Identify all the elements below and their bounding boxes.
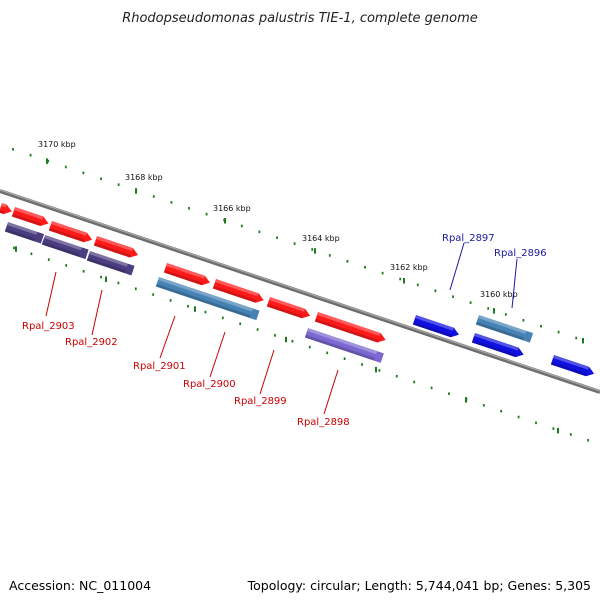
genome-summary-text: Topology: circular; Length: 5,744,041 bp… — [247, 578, 591, 593]
label-leader-line — [159, 315, 176, 359]
gene-rpal-2902 — [48, 221, 93, 243]
gene-rpal-2902b — [93, 236, 139, 258]
gene-steel-1 — [155, 277, 260, 321]
gene-purple-2 — [41, 235, 89, 260]
gene-rpal-2896 — [475, 315, 534, 343]
gene-label-leaders — [45, 242, 518, 415]
map-title: Rhodopseudomonas palustris TIE-1, comple… — [122, 11, 478, 26]
accession-text: Accession: NC_011004 — [9, 578, 152, 593]
gene-rpal-2898 — [314, 312, 386, 343]
gene-labels: Rpal_2903 Rpal_2902 Rpal_2901 Rpal_2900 Rpal… — [22, 233, 547, 428]
gene-purple-1 — [4, 222, 45, 244]
label-leader-line — [511, 258, 518, 309]
scale-label: 3170 kbp — [38, 140, 76, 149]
scale-label: 3162 kbp — [390, 263, 428, 272]
gene-label-rpal-2901[interactable]: Rpal_2901 — [133, 361, 186, 372]
gene-label-rpal-2900[interactable]: Rpal_2900 — [183, 379, 236, 390]
gene-lavender-1 — [304, 328, 384, 363]
label-leader-line — [259, 349, 275, 395]
gene-rpal-2904 — [0, 203, 12, 215]
gene-rpal-2897 — [412, 315, 459, 338]
gene-label-rpal-2903[interactable]: Rpal_2903 — [22, 321, 75, 332]
gene-features — [0, 203, 595, 377]
label-leader-line — [45, 271, 57, 317]
genome-backbone-highlight — [0, 189, 600, 392]
label-leader-line — [323, 369, 339, 415]
gene-purple-3 — [86, 251, 135, 276]
label-leader-line — [209, 331, 226, 378]
scale-ticks-upper — [12, 148, 584, 344]
gene-rpal-2903 — [11, 207, 49, 227]
scale-label: 3168 kbp — [125, 173, 163, 182]
gene-label-rpal-2899[interactable]: Rpal_2899 — [234, 396, 287, 407]
gene-label-rpal-2902[interactable]: Rpal_2902 — [65, 337, 118, 348]
gene-blue-3 — [471, 333, 524, 358]
genome-backbone — [0, 189, 600, 394]
label-leader-line — [91, 289, 103, 336]
gene-rpal-2901 — [163, 263, 210, 286]
gene-rpal-2900 — [212, 279, 264, 303]
scale-label: 3166 kbp — [213, 204, 251, 213]
gene-label-rpal-2896[interactable]: Rpal_2896 — [494, 248, 547, 259]
gene-rpal-2899 — [266, 297, 311, 319]
scale-ticks-lower — [13, 246, 590, 442]
gene-blue-4 — [550, 355, 595, 377]
scale-label: 3164 kbp — [302, 234, 340, 243]
scale-labels: 3170 kbp 3168 kbp 3166 kbp 3164 kbp 3162 kbp… — [38, 140, 518, 299]
gene-label-rpal-2898[interactable]: Rpal_2898 — [297, 417, 350, 428]
label-leader-line — [449, 242, 465, 291]
gene-label-rpal-2897[interactable]: Rpal_2897 — [442, 233, 495, 244]
scale-label: 3160 kbp — [480, 290, 518, 299]
